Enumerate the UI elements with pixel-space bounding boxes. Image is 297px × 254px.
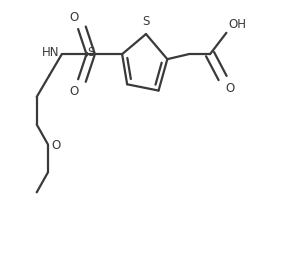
Text: O: O — [69, 11, 79, 24]
Text: O: O — [69, 85, 79, 98]
Text: S: S — [87, 46, 94, 59]
Text: OH: OH — [228, 18, 247, 31]
Text: S: S — [142, 15, 150, 28]
Text: O: O — [51, 139, 60, 152]
Text: O: O — [225, 82, 234, 95]
Text: HN: HN — [42, 46, 59, 59]
